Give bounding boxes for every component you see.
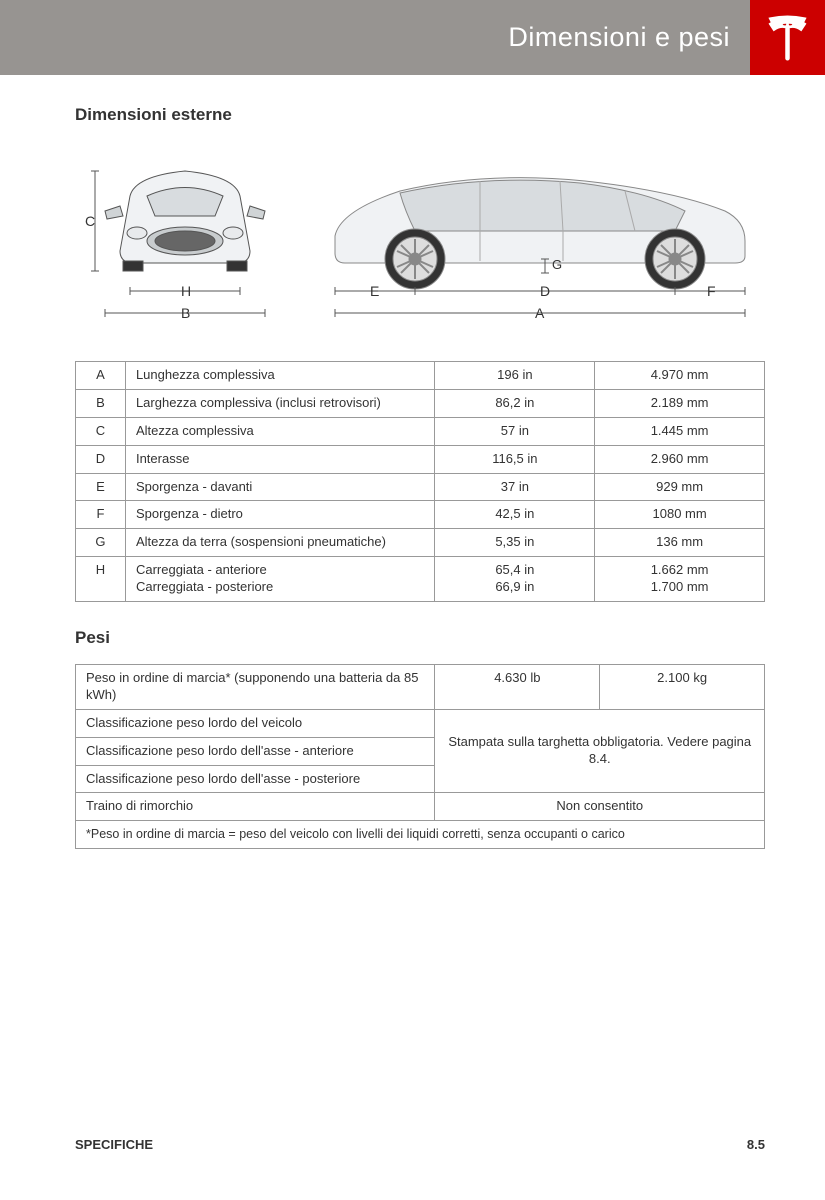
table-row: FSporgenza - dietro42,5 in1080 mm <box>76 501 765 529</box>
dim-label-e: E <box>370 283 379 299</box>
dim-label-f: F <box>707 283 716 299</box>
table-row: Peso in ordine di marcia* (supponendo un… <box>76 665 765 710</box>
table-row: ALunghezza complessiva196 in4.970 mm <box>76 362 765 390</box>
dim-key: H <box>76 557 126 602</box>
table-row: GAltezza da terra (sospensioni pneumatic… <box>76 529 765 557</box>
dim-mm: 2.960 mm <box>595 445 765 473</box>
dim-desc: Sporgenza - dietro <box>125 501 435 529</box>
dim-mm: 1080 mm <box>595 501 765 529</box>
plate-note: Stampata sulla targhetta obbligatoria. V… <box>435 709 765 793</box>
footnote: *Peso in ordine di marcia = peso del vei… <box>76 821 765 848</box>
dim-inches: 37 in <box>435 473 595 501</box>
dim-key: E <box>76 473 126 501</box>
dim-key: G <box>76 529 126 557</box>
dim-inches: 86,2 in <box>435 389 595 417</box>
dim-mm: 136 mm <box>595 529 765 557</box>
weight-desc: Peso in ordine di marcia* (supponendo un… <box>76 665 435 710</box>
dim-label-a: A <box>535 305 545 321</box>
table-row: ESporgenza - davanti37 in929 mm <box>76 473 765 501</box>
dim-inches: 65,4 in66,9 in <box>435 557 595 602</box>
table-row: Traino di rimorchio Non consentito <box>76 793 765 821</box>
weight-desc: Classificazione peso lordo dell'asse - p… <box>76 765 435 793</box>
dim-key: F <box>76 501 126 529</box>
dim-desc: Altezza da terra (sospensioni pneumatich… <box>125 529 435 557</box>
dim-key: C <box>76 417 126 445</box>
dim-desc: Altezza complessiva <box>125 417 435 445</box>
dimensions-table: ALunghezza complessiva196 in4.970 mmBLar… <box>75 361 765 602</box>
table-row: BLarghezza complessiva (inclusi retrovis… <box>76 389 765 417</box>
weights-table: Peso in ordine di marcia* (supponendo un… <box>75 664 765 849</box>
table-row-footnote: *Peso in ordine di marcia = peso del vei… <box>76 821 765 848</box>
table-row: HCarreggiata - anterioreCarreggiata - po… <box>76 557 765 602</box>
footer-right: 8.5 <box>747 1137 765 1152</box>
dim-label-g: G <box>552 257 562 272</box>
dim-desc: Larghezza complessiva (inclusi retroviso… <box>125 389 435 417</box>
page-title: Dimensioni e pesi <box>508 22 730 53</box>
section-title-dimensions: Dimensioni esterne <box>75 105 765 125</box>
dim-mm: 929 mm <box>595 473 765 501</box>
footer: SPECIFICHE 8.5 <box>75 1137 765 1152</box>
header-left: Dimensioni e pesi <box>0 0 750 75</box>
dim-mm: 4.970 mm <box>595 362 765 390</box>
table-row: Classificazione peso lordo del veicolo S… <box>76 709 765 737</box>
dim-label-b: B <box>181 305 190 321</box>
footer-left: SPECIFICHE <box>75 1137 153 1152</box>
section-title-weights: Pesi <box>75 628 765 648</box>
weight-value-kg: 2.100 kg <box>600 665 765 710</box>
dim-key: D <box>76 445 126 473</box>
weight-value-lb: 4.630 lb <box>435 665 600 710</box>
dim-desc: Sporgenza - davanti <box>125 473 435 501</box>
table-row: CAltezza complessiva57 in1.445 mm <box>76 417 765 445</box>
tesla-logo <box>750 0 825 75</box>
dim-desc: Lunghezza complessiva <box>125 362 435 390</box>
weight-desc: Classificazione peso lordo del veicolo <box>76 709 435 737</box>
dim-mm: 2.189 mm <box>595 389 765 417</box>
header-bar: Dimensioni e pesi <box>0 0 825 75</box>
towing-value: Non consentito <box>435 793 765 821</box>
dim-inches: 57 in <box>435 417 595 445</box>
dim-key: B <box>76 389 126 417</box>
dim-mm: 1.662 mm1.700 mm <box>595 557 765 602</box>
dim-inches: 196 in <box>435 362 595 390</box>
dim-desc: Interasse <box>125 445 435 473</box>
dim-inches: 42,5 in <box>435 501 595 529</box>
dim-label-h: H <box>181 283 191 299</box>
weight-desc: Classificazione peso lordo dell'asse - a… <box>76 737 435 765</box>
weight-desc: Traino di rimorchio <box>76 793 435 821</box>
dim-inches: 5,35 in <box>435 529 595 557</box>
dim-label-d: D <box>540 283 550 299</box>
dim-desc: Carreggiata - anterioreCarreggiata - pos… <box>125 557 435 602</box>
dim-key: A <box>76 362 126 390</box>
dim-label-c: C <box>85 213 95 229</box>
car-diagram: C H B <box>75 141 765 341</box>
dim-inches: 116,5 in <box>435 445 595 473</box>
dim-mm: 1.445 mm <box>595 417 765 445</box>
content: Dimensioni esterne <box>0 75 825 849</box>
table-row: DInterasse116,5 in2.960 mm <box>76 445 765 473</box>
